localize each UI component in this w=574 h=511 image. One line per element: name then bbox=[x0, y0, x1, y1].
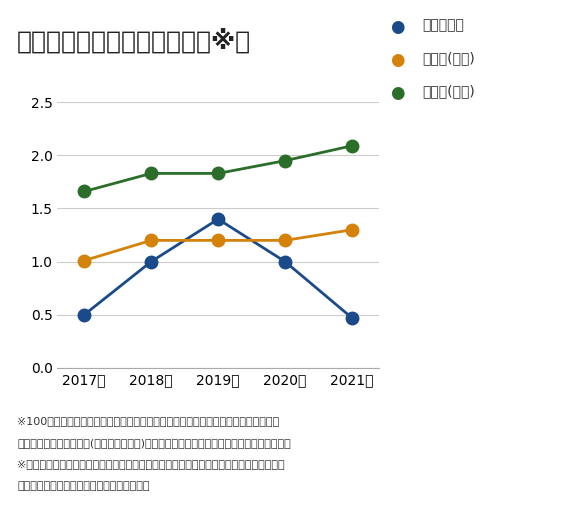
Text: ※100万のべ実労働時間あたりの労働災害件数で、休業災害発生の頻度を表します。: ※100万のべ実労働時間あたりの労働災害件数で、休業災害発生の頻度を表します。 bbox=[17, 416, 280, 427]
Text: 変更は過年度に遡及して適用しています。: 変更は過年度に遡及して適用しています。 bbox=[17, 481, 150, 491]
Text: ※今回の報告より算定対象範囲をタダノ単独における全拠点に拡大しました。なお、この: ※今回の報告より算定対象範囲をタダノ単独における全拠点に拡大しました。なお、この bbox=[17, 459, 285, 470]
Text: ●: ● bbox=[390, 84, 405, 102]
Text: ●: ● bbox=[390, 51, 405, 69]
Text: （製造業および全産業(総合工事業除く)の数値は厚生労働省労働災害動向調査から引用）: （製造業および全産業(総合工事業除く)の数値は厚生労働省労働災害動向調査から引用… bbox=[17, 438, 291, 448]
Text: タダノ単独: タダノ単独 bbox=[422, 18, 464, 32]
Text: 労働災害の発生状況（度数率※）: 労働災害の発生状況（度数率※） bbox=[17, 28, 251, 54]
Text: 製造業(日本): 製造業(日本) bbox=[422, 51, 475, 65]
Text: 全産業(日本): 全産業(日本) bbox=[422, 84, 475, 98]
Text: ●: ● bbox=[390, 18, 405, 36]
